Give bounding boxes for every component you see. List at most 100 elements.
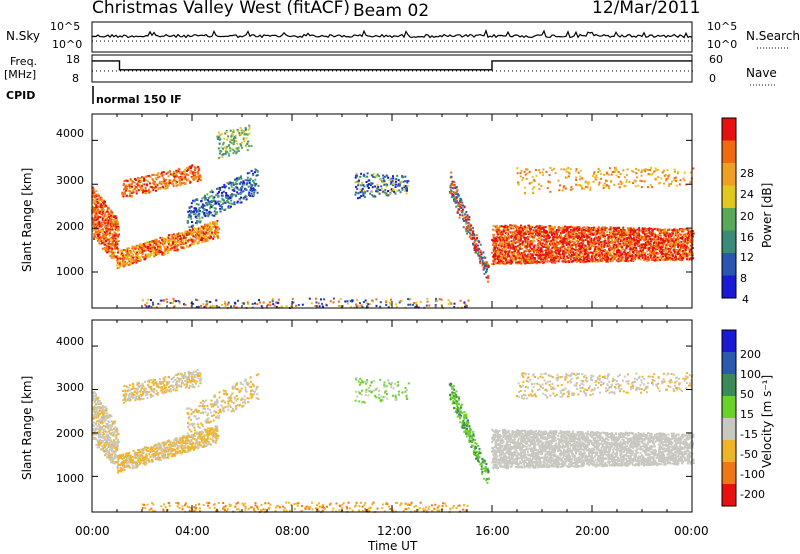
power-patch-b-cell	[181, 238, 184, 241]
power-patch-c-cell	[198, 176, 201, 179]
freq-ytick-right-bottom: 0	[709, 72, 716, 85]
power-patch-b-cell	[129, 251, 132, 254]
power-patch-h-cell	[583, 226, 586, 229]
power-patch-b-cell	[175, 248, 178, 251]
power-patch-e-cell	[230, 147, 233, 150]
power-patch-b-cell	[170, 236, 173, 239]
power-patch-d-cell	[207, 196, 210, 199]
power-patch-h-cell	[538, 232, 541, 235]
power-patch-d-cell	[198, 217, 201, 220]
power-patch-b-cell	[142, 256, 145, 259]
power-patch-b-cell	[135, 244, 138, 247]
power-patch-g-cell	[450, 190, 453, 192]
power-patch-d-cell	[244, 179, 247, 181]
power-patch-c-cell	[183, 171, 186, 174]
power-patch-b-cell	[202, 232, 205, 235]
power-patch-b-cell	[139, 259, 142, 262]
power-patch-b-cell	[134, 255, 137, 258]
power-patch-b-cell	[126, 256, 129, 259]
power-patch-a-cell	[104, 240, 107, 243]
power-patch-c-cell	[125, 188, 128, 190]
power-patch-d-cell	[205, 202, 208, 205]
power-patch-c-cell	[183, 181, 186, 184]
velocity-ytick-3000: 3000	[56, 381, 84, 394]
power-patch-b-cell	[193, 230, 196, 232]
power-patch-c-cell	[133, 178, 136, 181]
power-patch-a-cell	[106, 230, 108, 233]
power-patch-h-cell	[500, 245, 503, 248]
power-patch-c-cell	[159, 180, 161, 183]
power-patch-f-cell	[357, 197, 359, 200]
power-patch-a-cell	[106, 248, 109, 251]
power-patch-b-cell	[120, 264, 123, 267]
power-patch-b-cell	[149, 247, 152, 250]
xaxis-label: Time UT	[368, 539, 418, 553]
power-patch-g-cell	[456, 200, 459, 203]
power-patch-a-cell	[102, 240, 105, 242]
freq-label: Freq.	[10, 55, 38, 68]
power-patch-c-cell	[130, 195, 133, 198]
power-patch-h-cell	[607, 257, 610, 260]
power-patch-a-cell	[102, 216, 105, 219]
power-patch-h-cell	[634, 230, 637, 233]
power-patch-h-cell	[520, 228, 523, 231]
power-patch-c-cell	[154, 184, 157, 186]
power-patch-c-cell	[198, 177, 201, 180]
power-patch-a-cell	[117, 249, 120, 252]
power-patch-e-cell	[227, 152, 230, 155]
power-patch-a-cell	[115, 218, 118, 221]
power-patch-b-cell	[198, 240, 200, 243]
power-patch-a-cell	[108, 249, 111, 252]
power-patch-a-cell	[97, 209, 100, 212]
power-patch-a-cell	[110, 237, 113, 240]
power-patch-h-cell	[528, 250, 531, 253]
power-patch-d-cell	[195, 222, 198, 224]
power-patch-b-cell	[166, 249, 169, 252]
power-patch-a-cell	[103, 233, 106, 236]
power-patch-d-cell	[228, 202, 231, 205]
power-patch-d-cell	[227, 194, 229, 197]
power-patch-e-cell	[231, 139, 234, 142]
power-patch-d-cell	[206, 199, 209, 202]
power-patch-d-cell	[254, 189, 257, 192]
vel-cbar-tick-neg100: -100	[740, 468, 765, 481]
power-patch-g-cell	[457, 195, 459, 198]
power-patch-g-cell	[485, 271, 487, 274]
power-patch-f-cell	[395, 178, 398, 181]
power-patch-g-cell	[464, 213, 467, 216]
power-patch-h-cell	[571, 254, 573, 256]
power-patch-f-cell	[358, 196, 361, 199]
power-patch-d-cell	[204, 194, 206, 197]
power-patch-h-cell	[635, 236, 638, 239]
power-patch-d-cell	[250, 186, 252, 189]
power-patch-c-cell	[187, 174, 190, 177]
power-patch-a-cell	[109, 218, 112, 220]
power-patch-e-cell	[217, 131, 220, 134]
power-patch-h-cell	[492, 234, 495, 237]
power-patch-h-cell	[621, 257, 624, 260]
power-patch-c-cell	[169, 170, 171, 173]
power-patch-d-cell	[203, 204, 206, 207]
power-patch-h-cell	[593, 226, 596, 229]
power-patch-d-cell	[193, 207, 196, 210]
beam-label: Beam 02	[353, 1, 430, 21]
power-patch-g-cell	[457, 208, 460, 211]
power-patch-b-cell	[176, 248, 179, 251]
power-patch-c-cell	[133, 184, 136, 187]
power-patch-f-cell	[360, 172, 363, 175]
power-patch-e-cell	[246, 133, 249, 136]
power-patch-c-cell	[124, 195, 127, 198]
power-patch-b-cell	[216, 235, 219, 238]
power-patch-b-cell	[157, 247, 160, 250]
power-patch-b-cell	[205, 223, 207, 226]
power-patch-h-cell	[527, 238, 530, 241]
power-patch-h-cell	[568, 249, 571, 252]
power-patch-a-cell	[106, 243, 109, 246]
power-patch-h-cell	[600, 257, 603, 260]
power-patch-b-cell	[164, 248, 167, 250]
power-patch-d-cell	[219, 189, 222, 191]
power-patch-g-cell	[478, 241, 481, 244]
power-patch-h-cell	[654, 252, 657, 254]
power-patch-c-cell	[139, 181, 142, 183]
power-patch-a-cell	[111, 238, 114, 241]
